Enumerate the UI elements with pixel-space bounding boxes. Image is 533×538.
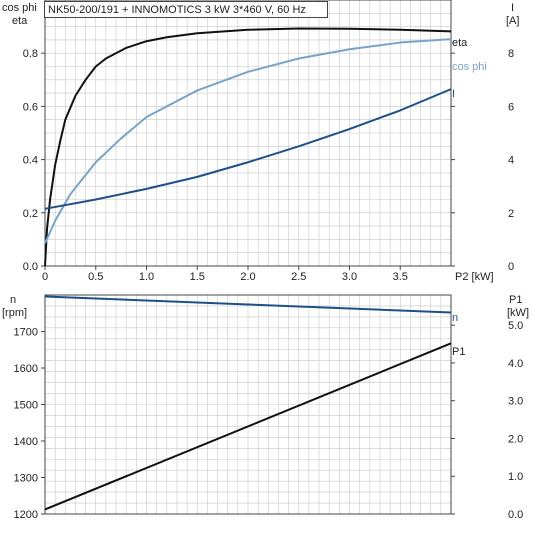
chart-header-title: NK50-200/191 + INNOMOTICS 3 kW 3*460 V, … (48, 4, 306, 16)
bottom-plot-left-tick-label: 1500 (14, 400, 38, 412)
bottom-plot-left-tick-label: 1700 (14, 327, 38, 339)
bottom-plot-right-tick-label: 2.0 (508, 433, 523, 445)
top-plot-left-tick-label: 0.4 (23, 155, 38, 167)
bottom-plot-series-line-p1 (44, 342, 452, 511)
bottom-right-axis-title-2: [kW] (507, 307, 529, 319)
bottom-plot-left-tick-label: 1600 (14, 363, 38, 375)
top-x-axis-title: P2 [kW] (455, 271, 494, 283)
series-label-eta: eta (452, 37, 468, 49)
bottom-plot-right-tick-label: 4.0 (508, 358, 523, 370)
top-plot-x-tick-label: 1.0 (139, 271, 154, 283)
top-plot-right-tick-label: 4 (508, 155, 514, 167)
top-plot-grid (44, 0, 452, 267)
top-plot-left-tick-label: 0.8 (23, 48, 38, 60)
top-plot-x-tick-label: 2.0 (240, 271, 255, 283)
top-left-axis-title-1: cos phi (2, 2, 37, 14)
series-label-speed: n (452, 312, 458, 324)
bottom-plot-left-tick-label: 1400 (14, 436, 38, 448)
bottom-plot-right-tick-label: 0.0 (508, 509, 523, 521)
top-plot-right-tick-label: 2 (508, 208, 514, 220)
bottom-plot-left-tick-label: 1200 (14, 509, 38, 521)
bottom-plot-grid (44, 294, 452, 515)
top-plot-series-line-cos-phi (44, 38, 452, 244)
bottom-plot-right-tick-label: 5.0 (508, 320, 523, 332)
bottom-plot-right-tick-label: 1.0 (508, 471, 523, 483)
top-plot-x-tick-label: 0.5 (88, 271, 103, 283)
bottom-left-axis-title-2: [rpm] (2, 307, 27, 319)
top-left-axis-title-2: eta (12, 15, 28, 27)
bottom-plot-left-tick-label: 1300 (14, 473, 38, 485)
top-plot-left-tick-label: 0.0 (23, 261, 38, 273)
bottom-plot-series-line-n (44, 295, 452, 314)
bottom-left-axis-title-1: n (10, 294, 16, 306)
bottom-plot-ticks: 1200 1300 1400 1500 1600 1700 0.0 1.0 2.0 3.0 4.0 5… (14, 320, 524, 521)
top-plot-series-line-eta (44, 27, 452, 267)
top-plot-x-tick-label: 0 (42, 271, 48, 283)
top-plot-right-tick-label: 8 (508, 48, 514, 60)
series-label-current: I (452, 88, 455, 100)
series-label-p1: P1 (452, 346, 465, 358)
top-right-axis-title-2: [A] (506, 15, 519, 27)
bottom-plot-right-tick-label: 3.0 (508, 396, 523, 408)
top-plot-right-tick-label: 6 (508, 101, 514, 113)
top-plot-series-line-i (44, 88, 452, 210)
top-right-axis-title-1: I (511, 2, 514, 14)
top-plot-left-tick-label: 0.2 (23, 208, 38, 220)
top-plot-x-tick-label: 3.5 (393, 271, 408, 283)
top-plot-x-tick-label: 1.5 (190, 271, 205, 283)
top-plot-x-tick-label: 2.5 (291, 271, 306, 283)
bottom-right-axis-title-1: P1 (509, 294, 522, 306)
top-plot-ticks: 0.0 0.2 0.4 0.6 0.8 0 2 4 6 8 0 0.5 1.0 1.5 2.0 2.5 3.0 3… (23, 48, 514, 283)
top-plot-series (44, 27, 452, 267)
series-label-cos-phi: cos phi (452, 61, 487, 73)
top-plot-left-tick-label: 0.6 (23, 101, 38, 113)
bottom-plot-series (44, 295, 452, 511)
header-box (44, 1, 328, 18)
top-plot-right-tick-label: 0 (508, 261, 514, 273)
top-plot-x-tick-label: 3.0 (342, 271, 357, 283)
